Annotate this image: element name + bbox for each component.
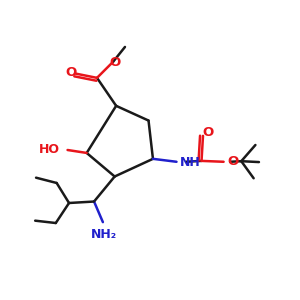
Text: NH: NH [180, 156, 201, 169]
Text: O: O [109, 56, 120, 69]
Text: HO: HO [39, 143, 60, 157]
Text: O: O [65, 66, 77, 79]
Text: NH₂: NH₂ [91, 228, 117, 241]
Text: O: O [203, 126, 214, 140]
Text: O: O [227, 155, 239, 168]
